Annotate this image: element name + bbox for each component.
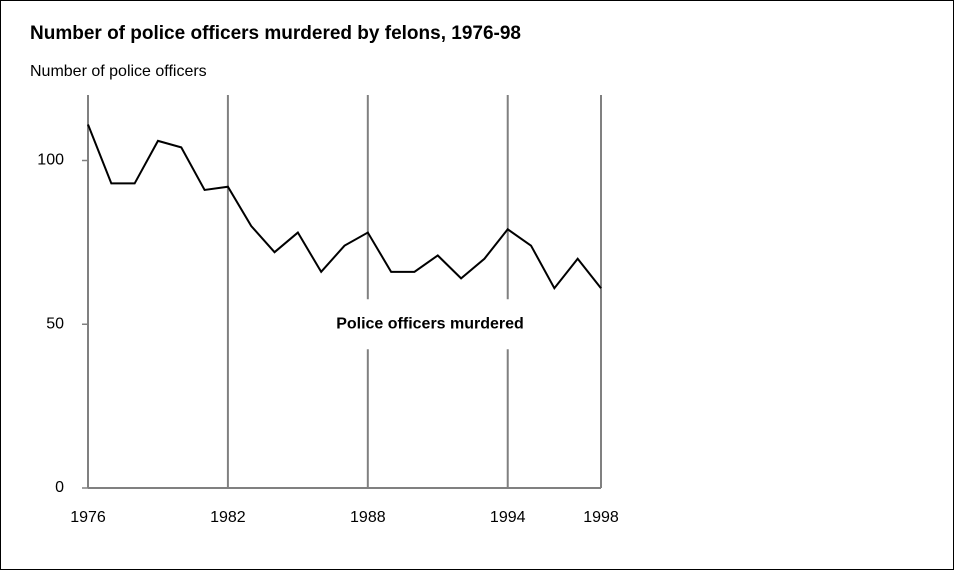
x-tick-label: 1998 (583, 509, 619, 526)
annotation: Police officers murdered (336, 315, 524, 332)
x-tick-label: 1976 (70, 509, 106, 526)
y-axis-label: Number of police officers (30, 63, 207, 80)
x-tick-label: 1994 (490, 509, 526, 526)
y-tick-label: 0 (55, 479, 64, 496)
chart-title: Number of police officers murdered by fe… (30, 23, 521, 44)
x-tick-label: 1982 (210, 509, 246, 526)
annotation-bg (300, 299, 560, 350)
y-tick-label: 50 (46, 315, 64, 332)
x-tick-label: 1988 (350, 509, 386, 526)
data-line (87, 124, 602, 291)
y-tick-label: 100 (37, 152, 64, 169)
